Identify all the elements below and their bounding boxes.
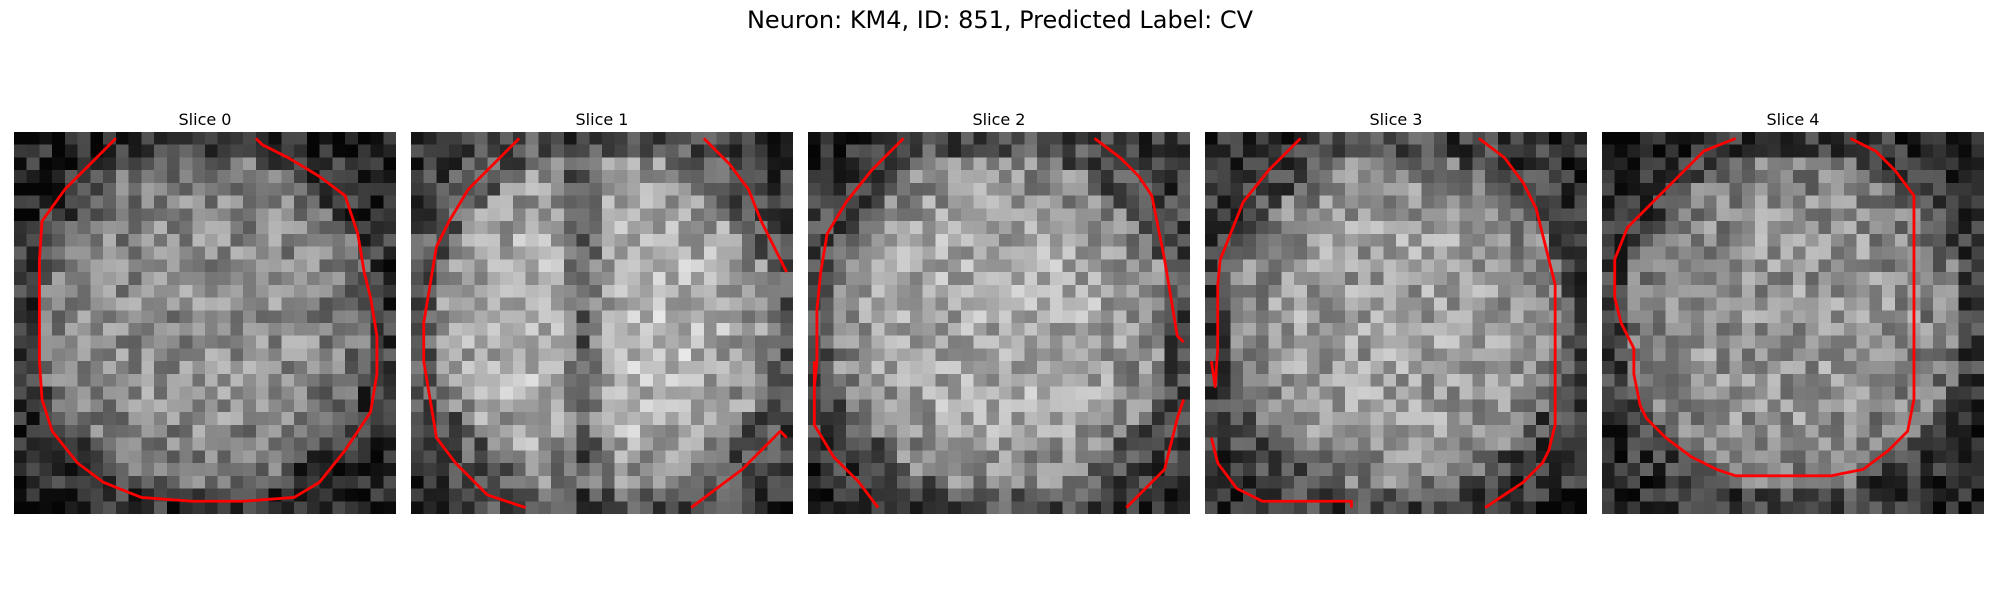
slice-image <box>14 132 396 514</box>
slice-title: Slice 2 <box>972 110 1026 129</box>
roi-contour <box>1093 137 1185 344</box>
slice-image <box>411 132 793 514</box>
roi-contour <box>812 137 905 387</box>
slice-panel-1: Slice 1 <box>411 108 793 514</box>
slice-image <box>808 132 1190 514</box>
slice-panel-4: Slice 4 <box>1602 108 1984 514</box>
slice-image <box>1602 132 1984 514</box>
roi-contour <box>690 429 788 509</box>
pixel-grid <box>1602 132 1984 514</box>
slice-title: Slice 0 <box>178 110 232 129</box>
roi-contour <box>1209 137 1302 389</box>
slice-title: Slice 3 <box>1369 110 1423 129</box>
roi-contour <box>38 137 379 503</box>
roi-contour <box>1210 437 1353 508</box>
slice-title: Slice 4 <box>1766 110 1820 129</box>
slice-image <box>1205 132 1587 514</box>
slice-panel-2: Slice 2 <box>808 108 1190 514</box>
pixel-grid <box>14 132 396 514</box>
slice-panel-0: Slice 0 <box>14 108 396 514</box>
pixel-grid <box>411 132 793 514</box>
roi-contour <box>1613 137 1916 478</box>
slice-panel-3: Slice 3 <box>1205 108 1587 514</box>
roi-contour <box>812 361 880 509</box>
roi-contour <box>1125 398 1185 509</box>
slice-title: Slice 1 <box>575 110 629 129</box>
figure-title: Neuron: KM4, ID: 851, Predicted Label: C… <box>746 6 1254 34</box>
roi-contour <box>1477 137 1557 509</box>
pixel-grid <box>1205 132 1587 514</box>
roi-contour <box>422 137 527 509</box>
roi-contour <box>702 137 788 273</box>
pixel-grid <box>808 132 1190 514</box>
